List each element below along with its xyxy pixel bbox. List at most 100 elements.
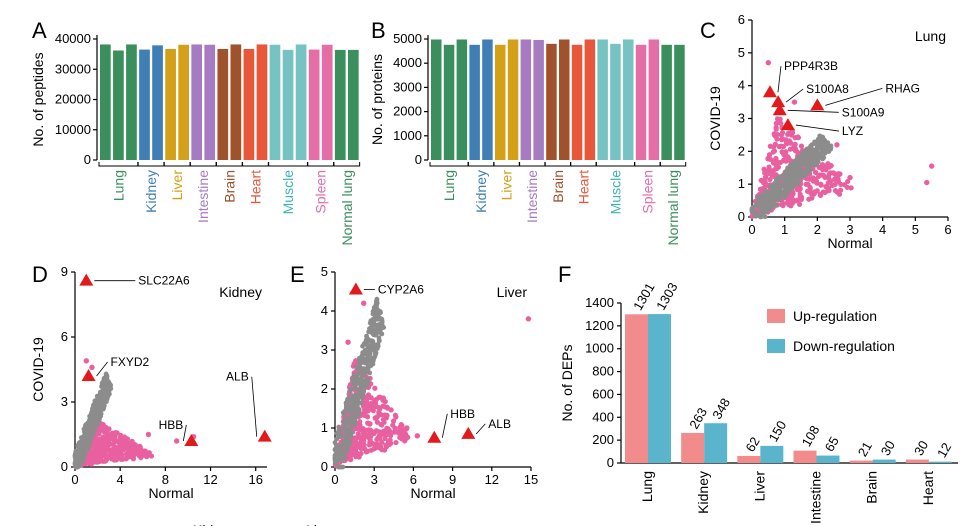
bar [308, 49, 320, 160]
bar [597, 39, 608, 160]
data-point [376, 436, 383, 442]
data-point [363, 427, 369, 433]
data-point [112, 429, 119, 436]
bar [623, 39, 634, 160]
data-point [765, 59, 772, 66]
data-point [339, 442, 345, 448]
data-point [76, 441, 82, 446]
data-point [765, 155, 771, 162]
data-point [363, 337, 369, 343]
data-point [359, 377, 365, 383]
data-point [91, 444, 97, 450]
y-tick-label: 4000 [393, 55, 422, 70]
data-point [803, 181, 809, 187]
bar [243, 48, 255, 160]
data-point [928, 163, 935, 169]
bar [443, 44, 455, 160]
y-tick-label: 0 [607, 455, 614, 470]
data-point [790, 165, 796, 171]
data-point [820, 148, 825, 153]
group-bracket [163, 162, 191, 167]
data-point [348, 407, 354, 412]
data-point [773, 126, 779, 132]
data-point [373, 350, 379, 356]
panel-title: Liver [497, 284, 528, 300]
y-tick-label: 4 [321, 303, 328, 318]
bar [431, 39, 442, 160]
y-tick-label: 6 [738, 12, 745, 27]
y-tick-label: 1 [738, 176, 745, 191]
annotation-label: ALB [226, 370, 249, 384]
highlight-marker [79, 273, 94, 286]
data-point [841, 182, 848, 188]
x-tick-label: 9 [449, 472, 456, 487]
data-point [784, 182, 790, 187]
annotation-line [182, 424, 187, 442]
data-point [782, 156, 788, 162]
data-point [78, 456, 84, 462]
group-bracket [98, 162, 139, 167]
data-point [346, 455, 352, 461]
data-point [118, 443, 124, 449]
data-point [110, 441, 116, 447]
data-point [803, 153, 808, 159]
bar [704, 423, 728, 463]
data-point [97, 413, 103, 419]
data-point [757, 186, 763, 192]
data-point [115, 446, 121, 452]
bar [760, 445, 784, 463]
data-point [88, 430, 94, 436]
y-tick-label: 40000 [55, 31, 91, 46]
data-point [823, 184, 829, 190]
y-axis-label: No. of peptides [30, 52, 46, 146]
data-point [821, 142, 827, 147]
data-point [811, 190, 817, 197]
data-point [99, 439, 105, 445]
legend-label: Up-regulation [793, 308, 877, 324]
data-point [818, 181, 824, 187]
annotation-line [795, 124, 839, 132]
group-bracket [519, 162, 546, 167]
legend-swatch [767, 309, 785, 323]
data-point [801, 159, 807, 165]
y-tick-label: 4 [738, 78, 745, 93]
point-cloud [72, 358, 197, 470]
bar [230, 44, 242, 160]
data-point [382, 412, 388, 418]
y-tick-label: 9 [61, 264, 68, 279]
x-axis-label: Normal [148, 485, 193, 501]
bar [625, 314, 648, 463]
data-point [336, 434, 342, 440]
y-tick-label: 0 [61, 459, 68, 474]
data-point [360, 357, 366, 363]
data-point [87, 413, 93, 419]
highlight-marker [257, 429, 272, 442]
data-point [82, 426, 87, 431]
bar [849, 460, 873, 463]
data-point [364, 333, 369, 339]
bar [178, 44, 190, 161]
data-point [98, 444, 104, 450]
data-point [776, 197, 782, 203]
x-tick-label: 15 [524, 472, 538, 487]
y-tick-label: 800 [592, 364, 614, 379]
category-label: Normal lung [339, 170, 355, 245]
data-label: 12 [934, 440, 954, 460]
bar [347, 49, 359, 160]
annotation-label: FXYD2 [111, 355, 150, 369]
y-tick-label: 3 [61, 394, 68, 409]
annotation-line [825, 87, 883, 106]
data-point [348, 397, 353, 403]
data-point [109, 436, 116, 442]
bar [256, 44, 268, 160]
data-point [372, 415, 379, 421]
group-bracket [137, 162, 165, 167]
bar [648, 39, 660, 160]
data-point [355, 398, 361, 403]
category-label: Heart [247, 170, 263, 204]
bar [661, 44, 672, 160]
group-bracket [429, 162, 469, 167]
data-point [770, 195, 775, 201]
annotation-label: HBB [159, 418, 184, 432]
data-point [90, 418, 95, 424]
